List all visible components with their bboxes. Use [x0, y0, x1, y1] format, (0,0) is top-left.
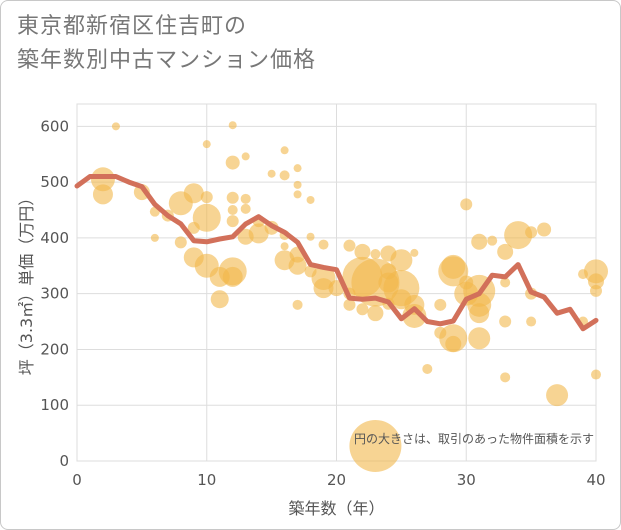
bubble — [200, 191, 213, 204]
bubble — [210, 290, 229, 309]
bubble — [590, 284, 602, 297]
bubble — [370, 249, 381, 260]
bubble — [225, 155, 240, 170]
y-axis-label: 坪（3.3㎡）単価（万円） — [17, 190, 36, 375]
bubble — [460, 198, 473, 211]
bubble — [280, 242, 289, 251]
bubble-layer — [90, 121, 608, 472]
bubble — [227, 204, 238, 215]
bubble — [174, 236, 187, 249]
bubble — [356, 303, 369, 316]
y-tick-label: 100 — [40, 396, 69, 414]
bubble — [588, 273, 604, 290]
bubble — [202, 140, 211, 149]
bubble — [228, 121, 237, 130]
bubble — [434, 298, 447, 311]
bubble — [504, 221, 533, 250]
bubble — [313, 278, 334, 299]
y-tick-label: 0 — [59, 452, 69, 470]
y-tick-label: 600 — [40, 117, 69, 135]
x-tick-label: 10 — [197, 471, 216, 489]
y-tick-label: 200 — [40, 340, 69, 358]
x-tick-label: 0 — [72, 471, 82, 489]
bubble — [293, 190, 302, 199]
x-axis-label: 築年数（年） — [288, 499, 384, 518]
bubble — [288, 256, 307, 275]
bubble — [500, 277, 511, 288]
title-line-2: 築年数別中古マンション価格 — [17, 48, 317, 73]
x-tick-label: 30 — [457, 471, 476, 489]
bubble — [525, 226, 538, 239]
title-line-1: 東京都新宿区住吉町の — [17, 14, 248, 39]
bubble — [222, 266, 243, 287]
bubble — [367, 305, 384, 322]
bubble — [306, 232, 315, 241]
bubble — [349, 419, 402, 472]
trend-line-layer — [74, 174, 599, 332]
bubble — [402, 303, 427, 328]
bubble — [591, 369, 601, 380]
y-tick-label: 400 — [40, 229, 69, 247]
bubble — [150, 233, 159, 242]
bubble — [390, 249, 413, 272]
bubble — [468, 327, 491, 350]
bubble — [293, 164, 302, 173]
bubble — [487, 235, 498, 246]
average-price-line — [74, 174, 599, 332]
bubble — [292, 299, 303, 310]
y-tick-label: 500 — [40, 173, 69, 191]
bubble — [422, 363, 433, 374]
bubble — [226, 191, 239, 204]
bubble — [354, 243, 371, 260]
bubble — [434, 326, 447, 339]
bubble — [526, 316, 537, 327]
bubble — [499, 315, 512, 328]
x-tick-label: 20 — [327, 471, 346, 489]
bubble — [240, 193, 251, 204]
chart-title: 東京都新宿区住吉町の 築年数別中古マンション価格 — [17, 10, 316, 78]
bubble — [343, 239, 356, 252]
bubble — [500, 372, 511, 383]
bubble — [168, 191, 193, 216]
bubble — [279, 170, 290, 181]
bubble — [111, 122, 120, 131]
bubble — [293, 180, 302, 189]
bubble — [248, 223, 269, 244]
bubble — [497, 243, 514, 260]
bubble — [240, 203, 251, 214]
bubble — [445, 335, 462, 352]
bubble — [280, 146, 289, 155]
bubble — [318, 239, 329, 250]
bubble — [546, 384, 569, 407]
bubble — [410, 248, 419, 257]
bubble — [471, 233, 488, 250]
bubble — [241, 152, 250, 161]
bubble — [343, 298, 356, 311]
bubble — [192, 203, 221, 232]
bubble-size-note: 円の大きさは、取引のあった物件面積を示す — [354, 431, 594, 446]
y-tick-label: 300 — [40, 285, 69, 303]
bubble — [187, 221, 200, 234]
bubble — [469, 303, 490, 324]
bubble — [306, 195, 315, 204]
bubble — [90, 167, 115, 192]
bubble — [267, 169, 276, 178]
bubble — [92, 184, 113, 205]
bubble — [226, 215, 239, 228]
x-tick-label: 40 — [586, 471, 605, 489]
bubble — [537, 222, 552, 237]
tick-labels: 0 100 200 300 400 500 600 0 10 20 30 40 — [40, 117, 605, 489]
